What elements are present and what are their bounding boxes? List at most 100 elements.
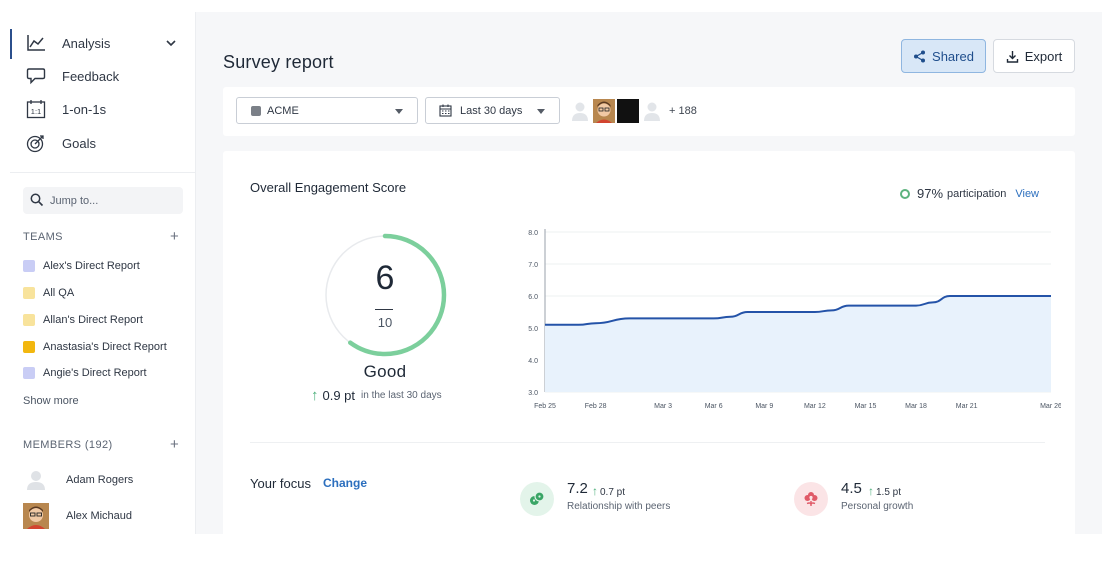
team-label: Anastasia's Direct Report [43, 341, 167, 353]
participation-percent: 97% [917, 186, 944, 201]
members-header: MEMBERS (192) [23, 439, 113, 451]
sidebar-item-1-on-1s[interactable]: 1:1 1-on-1s [10, 95, 196, 123]
sidebar: Analysis Feedback 1:1 1-on-1s Goals Jump… [10, 12, 196, 534]
app-frame: Analysis Feedback 1:1 1-on-1s Goals Jump… [10, 12, 1102, 534]
caret-down-icon [395, 109, 403, 114]
focus-delta-value: 0.7 pt [600, 487, 626, 498]
jump-to-search[interactable]: Jump to... [23, 187, 183, 214]
arrow-up-icon: ↑ [311, 387, 319, 404]
more-people-count[interactable]: + 188 [669, 105, 697, 117]
show-more-link[interactable]: Show more [23, 395, 79, 407]
sidebar-item-analysis[interactable]: Analysis [10, 29, 196, 59]
focus-name: Personal growth [841, 501, 914, 512]
add-member-plus-icon[interactable]: + [170, 436, 179, 453]
score-max: 10 [377, 315, 393, 330]
date-range-select[interactable]: Last 30 days [425, 97, 560, 124]
calendar-icon: 1:1 [26, 99, 46, 119]
search-placeholder: Jump to... [50, 194, 99, 207]
peers-icon [520, 482, 554, 516]
sidebar-item-feedback[interactable]: Feedback [10, 62, 196, 90]
engagement-trend-chart: 3.0 4.0 5.0 6.0 7.0 8.0 Feb 25 Feb 28 Mar 3 Mar 6… [528, 229, 1061, 410]
chat-bubble-icon [26, 66, 46, 86]
team-color-swatch [23, 260, 35, 272]
engagement-title: Overall Engagement Score [250, 180, 407, 195]
sidebar-item-goals[interactable]: Goals [10, 129, 196, 157]
participation-ring-icon [900, 188, 910, 199]
focus-value: 4.5 [841, 480, 862, 497]
participation-label: participation [947, 187, 1007, 200]
y-tick-label: 7.0 [528, 262, 538, 269]
target-icon [26, 133, 46, 153]
focus-label: Your focus [250, 476, 311, 491]
shared-button[interactable]: Shared [901, 39, 986, 73]
team-color-swatch [23, 341, 35, 353]
chevron-down-icon[interactable] [164, 36, 178, 50]
x-tick-label: Mar 26 [1040, 403, 1061, 410]
svg-text:1:1: 1:1 [31, 107, 41, 116]
export-button[interactable]: Export [993, 39, 1075, 73]
teams-header: TEAMS [23, 231, 63, 243]
focus-value: 7.2 [567, 480, 588, 497]
team-item[interactable]: Alex's Direct Report [23, 258, 140, 274]
x-tick-label: Mar 9 [755, 403, 773, 410]
team-label: Allan's Direct Report [43, 314, 143, 326]
person-placeholder-icon[interactable] [569, 99, 591, 123]
team-label: Angie's Direct Report [43, 367, 147, 379]
focus-delta-value: 1.5 pt [876, 487, 902, 498]
org-select[interactable]: ACME [236, 97, 418, 124]
team-label: All QA [43, 287, 75, 299]
team-item[interactable]: Angie's Direct Report [23, 365, 147, 381]
score-delta: ↑ 0.9 pt in the last 30 days [311, 387, 442, 404]
date-range-value: Last 30 days [460, 104, 523, 117]
x-tick-label: Feb 25 [534, 403, 556, 410]
score-rating: Good [363, 362, 407, 381]
sidebar-item-label: 1-on-1s [62, 101, 107, 117]
delta-period: in the last 30 days [361, 390, 442, 401]
x-tick-label: Feb 28 [585, 403, 607, 410]
flower-icon [794, 482, 828, 516]
page-title: Survey report [223, 52, 334, 72]
participant-avatars [569, 99, 665, 123]
x-tick-label: Mar 18 [905, 403, 927, 410]
member-item[interactable]: Adam Rogers [23, 466, 133, 494]
y-tick-label: 8.0 [528, 230, 538, 237]
arrow-up-icon: ↑ [592, 484, 598, 498]
focus-item-personal-growth[interactable]: 4.5 ↑ 1.5 pt Personal growth [794, 480, 994, 518]
member-name: Alex Michaud [66, 510, 133, 522]
share-icon [914, 50, 926, 62]
team-color-swatch [23, 287, 35, 299]
x-tick-label: Mar 6 [705, 403, 723, 410]
team-item[interactable]: All QA [23, 285, 74, 301]
change-focus-link[interactable]: Change [323, 476, 368, 490]
org-select-value: ACME [267, 104, 299, 117]
view-participation-link[interactable]: View [1015, 187, 1040, 200]
team-item[interactable]: Allan's Direct Report [23, 312, 143, 328]
y-tick-label: 5.0 [528, 326, 538, 333]
sidebar-item-label: Analysis [62, 35, 111, 51]
filter-bar: ACME Last 30 days + 188 [223, 87, 1075, 136]
search-icon [30, 193, 44, 207]
avatar [23, 503, 49, 529]
x-tick-label: Mar 3 [654, 403, 672, 410]
add-team-plus-icon[interactable]: + [170, 228, 179, 245]
focus-delta: ↑ 0.7 pt [592, 484, 625, 498]
team-color-swatch [23, 367, 35, 379]
divider [10, 172, 196, 173]
team-item[interactable]: Anastasia's Direct Report [23, 339, 167, 355]
score-gauge-arc [323, 233, 447, 357]
avatar[interactable] [617, 99, 639, 123]
delta-value: 0.9 pt [322, 388, 356, 403]
focus-item-relationship-with-peers[interactable]: 7.2 ↑ 0.7 pt Relationship with peers [520, 480, 720, 518]
team-label: Alex's Direct Report [43, 260, 140, 272]
score-gauge [323, 233, 447, 357]
focus-name: Relationship with peers [567, 501, 671, 512]
x-tick-label: Mar 12 [804, 403, 826, 410]
member-item[interactable]: Alex Michaud [23, 502, 132, 530]
score-value: 6 [375, 259, 395, 297]
y-tick-label: 4.0 [528, 358, 538, 365]
person-placeholder-icon[interactable] [641, 99, 663, 123]
engagement-card: Overall Engagement Score 97% participati… [223, 151, 1075, 534]
avatar[interactable] [593, 99, 615, 123]
divider [250, 442, 1045, 443]
team-color-swatch [23, 314, 35, 326]
